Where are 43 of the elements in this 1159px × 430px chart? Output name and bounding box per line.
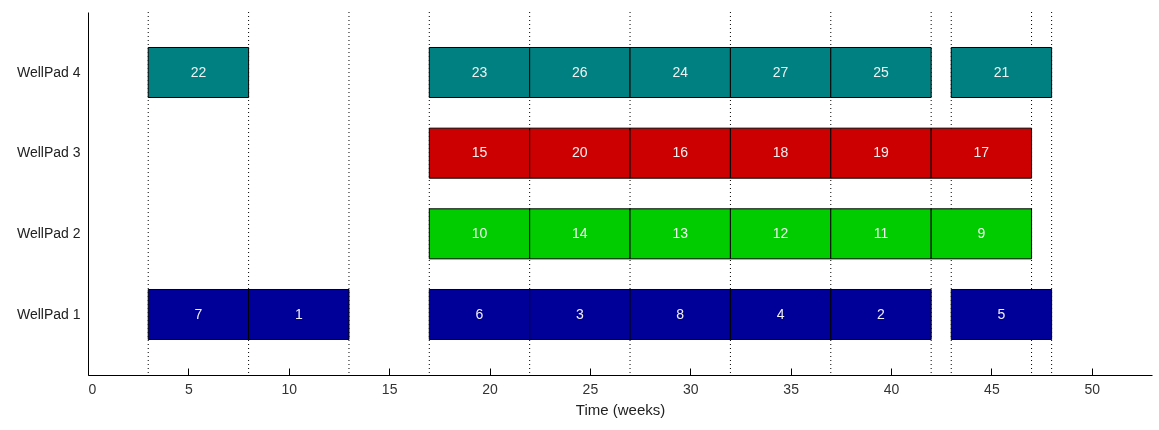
annotation: 2 (877, 305, 886, 322)
annotation: 16 (672, 144, 689, 161)
annotation: 7 (194, 305, 203, 322)
x-tick-label: 40 (883, 380, 900, 397)
x-tick-label: 35 (783, 380, 800, 397)
annotation: 27 (772, 63, 789, 80)
annotation: 12 (772, 224, 789, 241)
y-tick-label: WellPad 4 (16, 63, 81, 80)
x-tick-label: 45 (984, 380, 1000, 397)
annotation: 5 (997, 305, 1006, 322)
annotation: 25 (873, 63, 889, 80)
x-tick-label: 0 (88, 380, 97, 397)
annotation: 19 (873, 144, 889, 161)
annotation: 3 (575, 305, 584, 322)
annotation: 21 (993, 63, 1010, 80)
x-tick-label: 25 (582, 380, 599, 397)
x-axis-title: Time (weeks) (575, 400, 666, 418)
x-tick-label: 20 (482, 380, 499, 397)
x-tick-label: 5 (184, 380, 193, 397)
x-tick-label: 10 (281, 380, 298, 397)
annotation: 15 (471, 144, 488, 161)
annotation: 23 (471, 63, 488, 80)
annotation: 4 (776, 305, 785, 322)
annotation: 1 (294, 305, 303, 322)
annotation: 10 (471, 224, 488, 241)
annotation: 18 (772, 144, 789, 161)
x-tick-label: 15 (381, 380, 398, 397)
annotation: 9 (977, 224, 986, 241)
x-tick-label: 30 (682, 380, 699, 397)
y-tick-label: WellPad 2 (16, 224, 81, 241)
annotation: 24 (672, 63, 689, 80)
annotation: 8 (676, 305, 685, 322)
annotation: 22 (190, 63, 207, 80)
y-tick-label: WellPad 1 (16, 305, 81, 322)
annotation: 17 (973, 144, 990, 161)
annotation: 20 (572, 144, 588, 161)
annotation: 13 (672, 224, 689, 241)
y-tick-label: WellPad 3 (16, 144, 81, 161)
annotation: 14 (572, 224, 588, 241)
annotation: 26 (572, 63, 588, 80)
annotation: 11 (873, 224, 889, 241)
x-tick-label: 50 (1084, 380, 1101, 397)
annotation: 6 (475, 305, 484, 322)
